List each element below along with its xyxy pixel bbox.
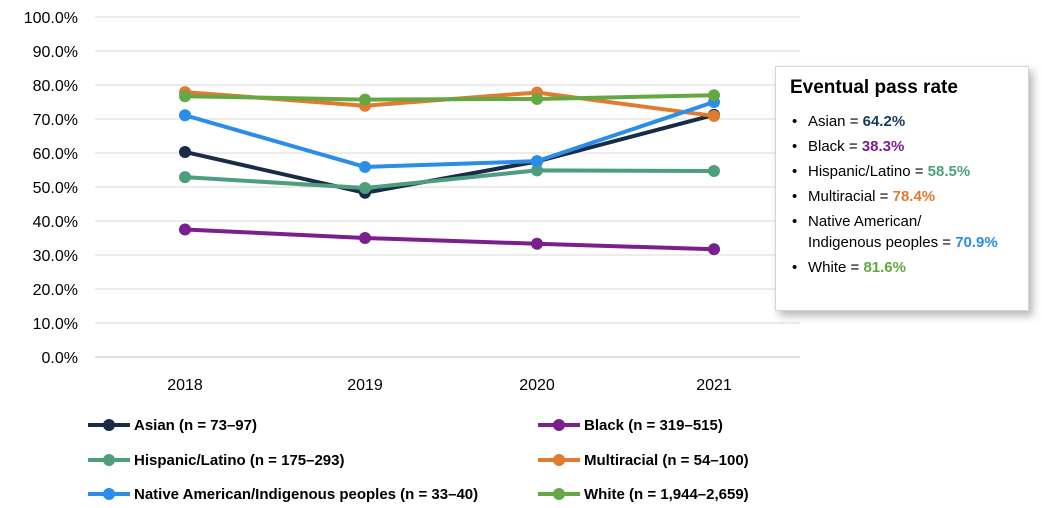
data-point	[531, 164, 543, 177]
data-point	[179, 145, 191, 158]
callout-label: White =	[808, 259, 864, 276]
y-tick-label: 10.0%	[33, 316, 78, 333]
callout-value: 64.2%	[862, 113, 906, 130]
legend-swatch-marker	[553, 488, 565, 500]
legend-label: White (n = 1,944–2,659)	[584, 486, 749, 503]
x-axis-ticks: 2018 2019 2020 2021	[167, 377, 732, 394]
legend-label: Asian (n = 73–97)	[134, 417, 257, 434]
callout-item-black: Black = 38.3%	[790, 136, 1028, 157]
callout-value: 78.4%	[892, 188, 936, 205]
callout-label: Hispanic/Latino =	[808, 163, 928, 180]
gridlines	[95, 16, 800, 358]
callout-value: 70.9%	[955, 234, 998, 251]
y-tick-label: 0.0%	[42, 350, 78, 367]
y-tick-label: 70.0%	[33, 112, 78, 129]
y-tick-label: 90.0%	[33, 44, 78, 61]
data-point	[708, 165, 720, 178]
legend-label: Hispanic/Latino (n = 175–293)	[134, 452, 345, 469]
x-tick-label: 2021	[696, 377, 732, 394]
legend-swatch-marker	[553, 419, 565, 431]
legend-swatch-marker	[103, 488, 115, 500]
data-point	[179, 223, 191, 236]
data-point	[179, 171, 191, 184]
data-point	[179, 109, 191, 122]
legend-label: Native American/Indigenous peoples (n = …	[134, 486, 478, 503]
y-tick-label: 20.0%	[33, 282, 78, 299]
callout-item-asian: Asian = 64.2%	[790, 111, 1028, 132]
data-point	[359, 160, 371, 173]
y-tick-label: 50.0%	[33, 180, 78, 197]
callout-item-native-american: Native American/Indigenous peoples = 70.…	[790, 211, 1028, 253]
x-tick-label: 2019	[347, 377, 383, 394]
callout-item-hispanic-latino: Hispanic/Latino = 58.5%	[790, 161, 1028, 182]
series-line	[184, 168, 715, 191]
legend-swatch-marker	[103, 454, 115, 466]
x-tick-label: 2018	[167, 377, 203, 394]
series-line	[184, 93, 715, 102]
legend-swatch-marker	[553, 454, 565, 466]
data-point	[179, 90, 191, 103]
data-point	[531, 92, 543, 105]
callout-label-line1: Native American/	[808, 213, 922, 230]
y-axis-ticks: 0.0% 10.0% 20.0% 30.0% 40.0% 50.0% 60.0% 70.0% 8…	[24, 10, 78, 367]
legend-swatch-marker	[103, 419, 115, 431]
data-point	[359, 93, 371, 106]
data-point	[359, 182, 371, 195]
legend: Asian (n = 73–97) Black (n = 319–515) Hisp…	[88, 417, 749, 503]
callout-value: 58.5%	[927, 163, 971, 180]
y-tick-label: 80.0%	[33, 78, 78, 95]
series-line	[184, 100, 715, 169]
series-line	[184, 112, 715, 195]
x-tick-label: 2020	[519, 377, 555, 394]
data-point	[708, 109, 720, 122]
y-tick-label: 60.0%	[33, 146, 78, 163]
callout-label: Black =	[808, 138, 862, 155]
data-point	[359, 232, 371, 244]
eventual-pass-rate-callout: Eventual pass rate Asian = 64.2% Black =…	[775, 66, 1029, 311]
data-point	[708, 243, 720, 256]
callout-label: Indigenous peoples =	[808, 234, 956, 251]
callout-label: Multiracial =	[808, 188, 893, 205]
callout-item-multiracial: Multiracial = 78.4%	[790, 186, 1028, 207]
callout-label: Asian =	[808, 113, 863, 130]
legend-label: Black (n = 319–515)	[584, 417, 723, 434]
data-point	[708, 89, 720, 102]
callout-value: 81.6%	[863, 259, 906, 276]
series-lines	[179, 86, 720, 256]
callout-value: 38.3%	[861, 138, 905, 155]
series-line	[184, 227, 715, 252]
y-tick-label: 30.0%	[33, 248, 78, 265]
callout-list: Asian = 64.2% Black = 38.3% Hispanic/Lat…	[790, 111, 1028, 278]
y-tick-label: 100.0%	[24, 10, 78, 27]
y-tick-label: 40.0%	[33, 214, 78, 231]
legend-label: Multiracial (n = 54–100)	[584, 452, 749, 469]
data-point	[531, 237, 543, 250]
callout-title: Eventual pass rate	[790, 77, 958, 98]
callout-item-white: White = 81.6%	[790, 257, 1028, 278]
data-point	[531, 155, 543, 168]
